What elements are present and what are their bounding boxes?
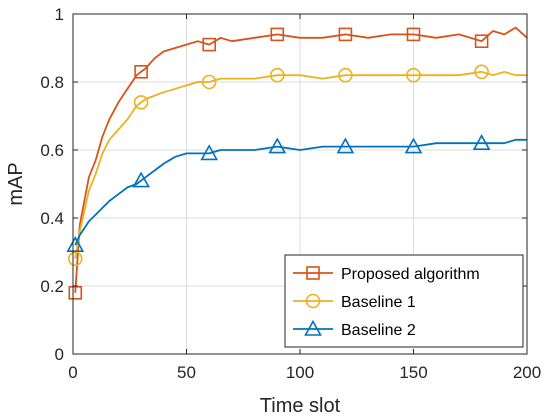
- series-3: [66, 134, 527, 252]
- series-marker: [270, 27, 285, 42]
- series-2: [67, 64, 527, 267]
- y-tick-label: 0: [55, 345, 64, 364]
- legend: Proposed algorithm Baseline 1 Baseline 2: [284, 254, 524, 348]
- series-marker: [404, 137, 423, 154]
- series-marker: [268, 137, 287, 154]
- series-marker: [474, 34, 489, 49]
- series-marker: [269, 67, 285, 83]
- series-marker: [338, 27, 353, 42]
- series-line: [74, 70, 527, 259]
- series-marker: [202, 37, 216, 52]
- series-1: [68, 26, 528, 300]
- series-layer: [66, 26, 528, 300]
- legend-label: Baseline 2: [341, 322, 416, 339]
- y-tick-label: 1: [55, 5, 64, 24]
- y-tick-label: 0.2: [40, 277, 64, 296]
- legend-label: Proposed algorithm: [341, 266, 480, 283]
- legend-marker: [305, 293, 321, 309]
- ticks: 0 50 100 150 200 0 0.2 0.4 0.6 0.8 1: [40, 5, 541, 382]
- y-tick-label: 0.6: [40, 141, 64, 160]
- series-marker: [338, 67, 353, 83]
- legend-item: Baseline 1: [293, 293, 416, 311]
- x-tick-label: 100: [286, 363, 314, 382]
- legend-item: Baseline 2: [293, 319, 416, 339]
- y-tick-label: 0.4: [40, 209, 64, 228]
- legend-item: Proposed algorithm: [293, 266, 480, 283]
- y-axis-label: mAP: [5, 162, 27, 205]
- x-tick-label: 50: [177, 363, 196, 382]
- x-tick-label: 0: [68, 363, 77, 382]
- x-tick-label: 150: [399, 363, 427, 382]
- series-marker: [406, 67, 421, 83]
- series-marker: [134, 65, 148, 79]
- x-tick-label: 200: [513, 363, 541, 382]
- series-marker: [67, 251, 83, 267]
- series-marker: [472, 134, 491, 150]
- series-marker: [200, 144, 219, 161]
- series-line: [74, 26, 528, 293]
- series-marker: [66, 236, 85, 252]
- series-marker: [474, 64, 489, 80]
- series-marker: [68, 285, 83, 300]
- legend-label: Baseline 1: [341, 294, 416, 311]
- x-axis-label: Time slot: [260, 395, 341, 417]
- legend-marker: [304, 319, 322, 336]
- series-line: [74, 138, 527, 246]
- y-tick-label: 0.8: [40, 73, 64, 92]
- series-marker: [336, 137, 355, 154]
- series-marker: [201, 74, 217, 90]
- series-marker: [406, 27, 421, 42]
- series-marker: [132, 171, 150, 188]
- legend-marker: [306, 266, 320, 280]
- series-marker: [133, 95, 149, 110]
